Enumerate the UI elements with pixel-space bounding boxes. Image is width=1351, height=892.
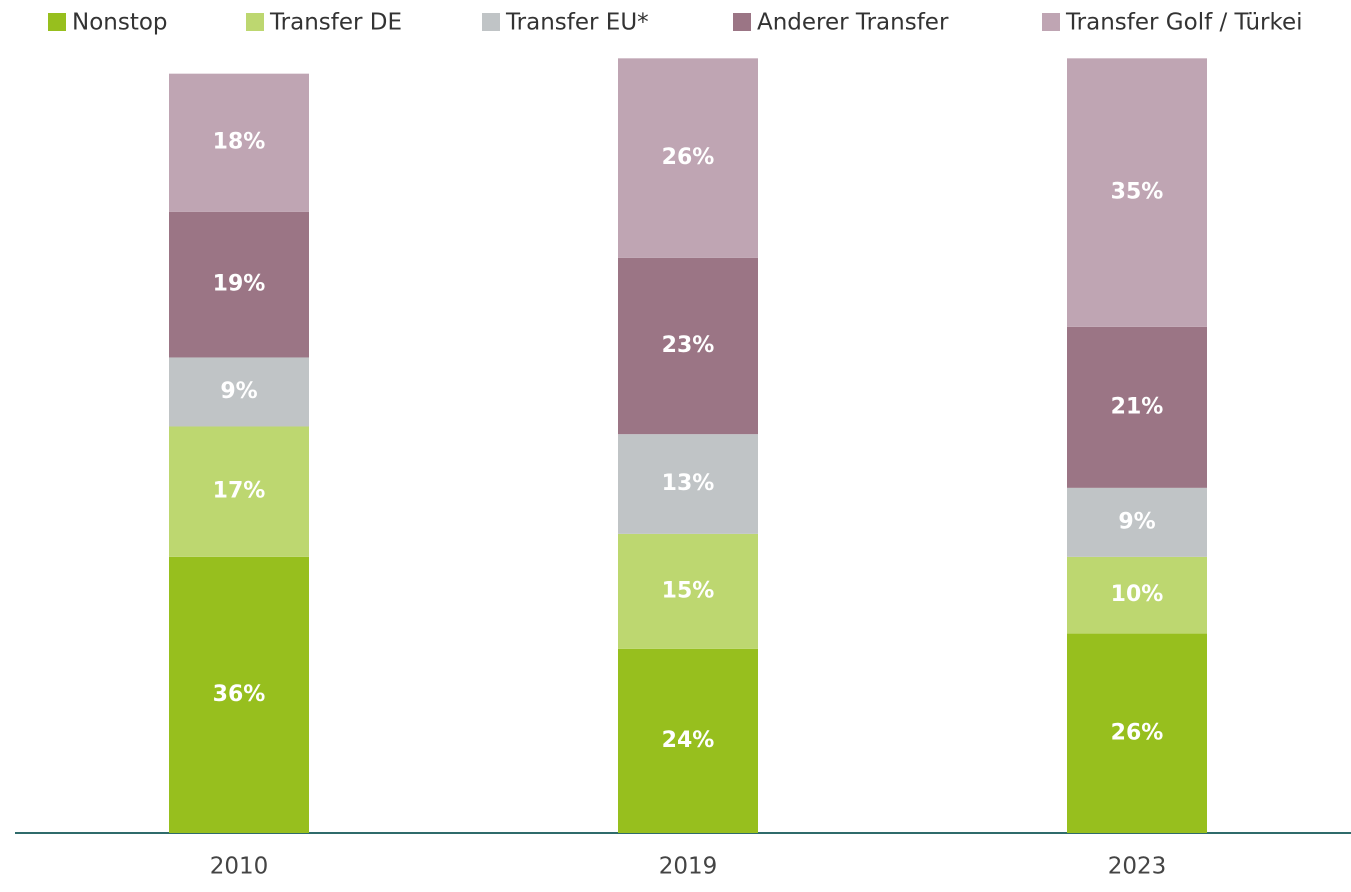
bar-segment: [169, 211, 309, 358]
bar-segment: [1067, 633, 1207, 833]
x-tick-label: 2023: [1108, 854, 1167, 880]
data-label: 18%: [213, 130, 266, 155]
x-tick-label: 2010: [210, 854, 269, 880]
data-label: 17%: [213, 479, 266, 504]
legend-swatch: [48, 13, 66, 31]
legend-swatch: [733, 13, 751, 31]
data-label: 9%: [1118, 509, 1155, 534]
bar-segment: [618, 434, 758, 534]
x-tick-label: 2019: [659, 854, 718, 880]
legend-label: Transfer DE: [269, 10, 402, 36]
legend-swatch: [482, 13, 500, 31]
bar-segment: [169, 556, 309, 833]
data-label: 36%: [213, 682, 266, 707]
legend-label: Anderer Transfer: [757, 10, 949, 36]
bar-segment: [1067, 58, 1207, 327]
data-label: 23%: [662, 333, 715, 358]
data-label: 13%: [662, 471, 715, 496]
bar-segment: [618, 533, 758, 649]
data-label: 21%: [1111, 394, 1164, 419]
data-label: 15%: [662, 578, 715, 603]
bar-segment: [618, 257, 758, 435]
legend-swatch: [1042, 13, 1060, 31]
data-label: 10%: [1111, 582, 1164, 607]
data-label: 24%: [662, 728, 715, 753]
bar-segment: [618, 58, 758, 258]
bar-segment: [1067, 487, 1207, 557]
legend-swatch: [246, 13, 264, 31]
bar-segment: [169, 73, 309, 212]
legend-label: Nonstop: [72, 10, 168, 36]
data-label: 9%: [220, 379, 257, 404]
legend-label: Transfer EU*: [505, 10, 649, 36]
bar-segment: [169, 426, 309, 557]
bar-segment: [1067, 326, 1207, 488]
data-label: 35%: [1111, 180, 1164, 205]
legend-label: Transfer Golf / Türkei: [1065, 10, 1303, 36]
bar-segment: [618, 648, 758, 833]
data-label: 26%: [1111, 720, 1164, 745]
data-label: 26%: [662, 145, 715, 170]
bar-segment: [1067, 556, 1207, 634]
data-label: 19%: [213, 272, 266, 297]
bar-segment: [169, 357, 309, 427]
